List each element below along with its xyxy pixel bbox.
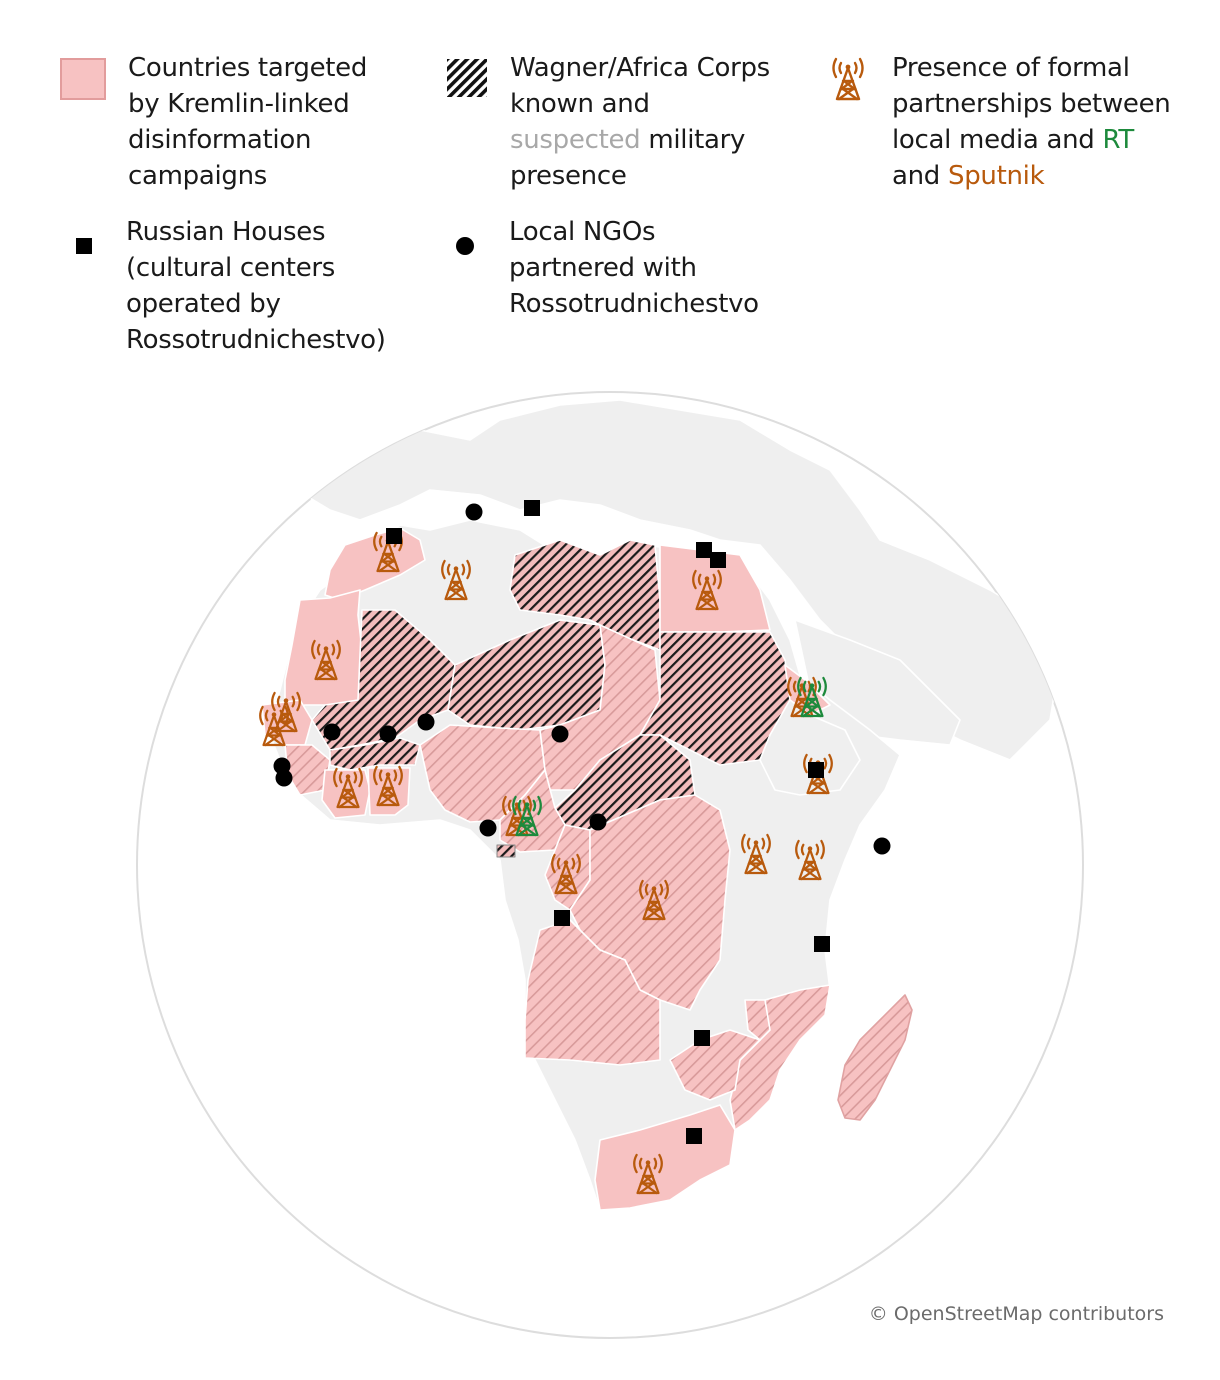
circle-icon xyxy=(379,725,397,743)
local-media-label: local media and xyxy=(892,125,1103,155)
circle-icon xyxy=(465,503,483,521)
circle-icon xyxy=(323,723,341,741)
legend-partnerships: Presence of formal partnerships between … xyxy=(828,50,1171,194)
legend-targeted-line: Countries targeted xyxy=(128,53,368,83)
legend-houses-line: (cultural centers xyxy=(126,253,336,283)
hatched-swatch-icon xyxy=(447,59,487,97)
square-icon xyxy=(694,1030,710,1046)
square-icon xyxy=(686,1128,702,1144)
legend-partnerships-line: and Sputnik xyxy=(892,158,1170,194)
legend-partnerships-line: Presence of formal xyxy=(892,53,1130,83)
legend-targeted-line: by Kremlin-linked xyxy=(128,89,350,119)
and-label: and xyxy=(892,161,948,191)
circle-icon xyxy=(479,819,497,837)
legend-targeted-line: campaigns xyxy=(128,161,268,191)
square-icon xyxy=(710,552,726,568)
legend-houses-line: Russian Houses xyxy=(126,217,326,247)
madagascar xyxy=(837,994,913,1121)
country-malawi xyxy=(744,999,771,1041)
sputnik-label: Sputnik xyxy=(947,161,1045,191)
circle-icon xyxy=(456,237,474,255)
legend-ngos-line: partnered with xyxy=(509,253,697,283)
legend-wagner-line: known and xyxy=(510,89,650,119)
circle-icon xyxy=(589,813,607,831)
circle-icon xyxy=(275,769,293,787)
legend-wagner: Wagner/Africa Corps known and suspected … xyxy=(446,50,770,194)
suspected-label: suspected xyxy=(510,125,641,155)
square-icon xyxy=(554,910,570,926)
country-equatorial-guinea xyxy=(496,844,516,858)
legend-targeted: Countries targeted by Kremlin-linked dis… xyxy=(60,50,367,194)
map-credit: © OpenStreetMap contributors xyxy=(868,1303,1164,1325)
legend-wagner-line: suspected military xyxy=(510,122,770,158)
legend-houses-line: Rossotrudnichestvo) xyxy=(126,325,386,355)
pink-swatch-icon xyxy=(60,58,106,100)
legend-houses-line: operated by xyxy=(126,289,281,319)
legend-wagner-line: Wagner/Africa Corps xyxy=(510,53,770,83)
country-angola xyxy=(524,919,661,1066)
legend-partnerships-line: local media and RT xyxy=(892,122,1170,158)
square-icon xyxy=(696,542,712,558)
square-icon xyxy=(76,238,92,254)
circle-icon xyxy=(551,725,569,743)
country-sudan xyxy=(639,631,791,766)
circle-icon xyxy=(873,837,891,855)
legend-ngos: Local NGOs partnered with Rossotrudniche… xyxy=(456,214,759,322)
square-icon xyxy=(524,500,540,516)
square-icon xyxy=(386,528,402,544)
legend-wagner-line: presence xyxy=(510,161,627,191)
circle-icon xyxy=(417,713,435,731)
radio-tower-icon xyxy=(828,56,868,102)
military-label: military xyxy=(640,125,746,155)
square-icon xyxy=(808,762,824,778)
square-icon xyxy=(814,936,830,952)
legend-ngos-line: Rossotrudnichestvo xyxy=(509,289,759,319)
rt-label: RT xyxy=(1102,125,1134,155)
country-burkina-faso xyxy=(329,737,421,771)
legend-russian-houses: Russian Houses (cultural centers operate… xyxy=(74,214,386,358)
legend-ngos-line: Local NGOs xyxy=(509,217,656,247)
africa-globe-map xyxy=(136,391,1084,1339)
legend-targeted-line: disinformation xyxy=(128,125,312,155)
legend-partnerships-line: partnerships between xyxy=(892,89,1171,119)
